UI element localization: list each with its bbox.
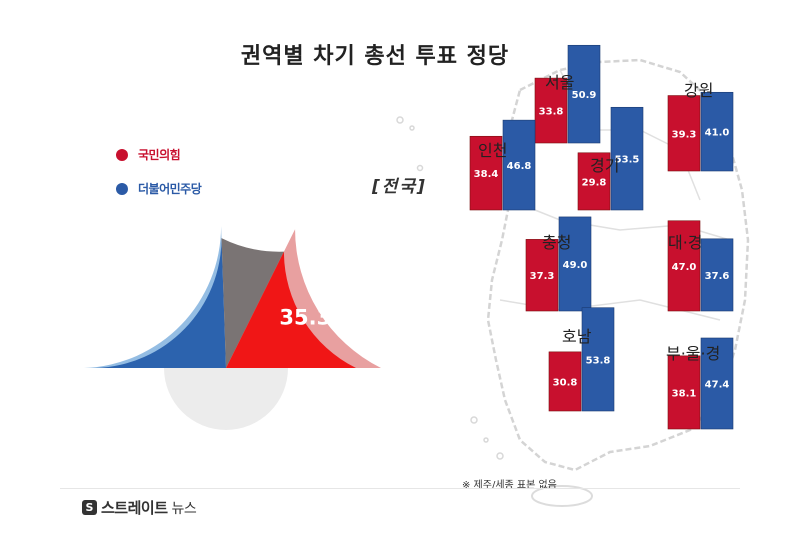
brand-name: 스트레이트: [101, 499, 168, 517]
bar-ppp-6: [548, 351, 582, 412]
bar-ppp-0: [534, 77, 568, 144]
bar-label-ppp-2: 29.8: [582, 177, 607, 188]
region-label-6: 호남: [562, 327, 592, 346]
bar-dp-5: [700, 238, 734, 312]
bar-dp-6: [581, 307, 615, 412]
bar-ppp-4: [525, 239, 559, 312]
bar-label-ppp-6: 30.8: [553, 377, 578, 388]
dp-logo: 더불어민주당: [138, 182, 202, 196]
bar-label-dp-7: 47.4: [705, 379, 730, 390]
legend-item-ppp: 국민의힘: [116, 146, 181, 163]
bar-dp-0: [567, 44, 601, 144]
brand-suffix: 뉴스: [171, 500, 197, 517]
bar-label-dp-3: 41.0: [705, 128, 730, 139]
bar-label-dp-2: 53.5: [615, 155, 640, 166]
bar-label-dp-1: 46.8: [507, 161, 532, 172]
bar-dp-4: [558, 216, 592, 312]
legend-dot-ppp: [116, 148, 128, 161]
bar-dp-2: [610, 106, 644, 211]
region-label-1: 인천: [478, 141, 507, 160]
legend-dot-dp: [116, 182, 128, 195]
bar-label-dp-6: 53.8: [586, 355, 611, 366]
donut-slice-ppp: [226, 251, 356, 368]
chart-title: 권역별 차기 총선 투표 정당: [240, 44, 510, 69]
bar-ppp-2: [577, 152, 611, 211]
bar-ppp-3: [667, 95, 701, 172]
donut-center-hole: [164, 368, 288, 430]
national-subtitle: [전국]: [372, 177, 427, 197]
ppp-logo: 국민의힘: [138, 148, 181, 162]
footer-divider: [60, 488, 740, 489]
donut-label-dp: 48.9: [138, 289, 190, 313]
bar-label-ppp-7: 38.1: [672, 388, 697, 399]
donut-label-ppp: 35.3: [279, 305, 331, 329]
bar-label-dp-4: 49.0: [563, 260, 588, 271]
bar-dp-1: [502, 119, 536, 211]
region-label-5: 대·경: [668, 233, 703, 252]
region-label-3: 강원: [684, 81, 713, 100]
region-label-0: 서울: [545, 73, 574, 92]
bar-ppp-5: [667, 220, 701, 312]
region-label-2: 경기: [590, 156, 619, 175]
bar-label-ppp-5: 47.0: [672, 262, 697, 273]
sample-note: ※ 제주/세종 표본 없음: [462, 480, 557, 491]
bar-label-dp-0: 50.9: [572, 90, 597, 101]
donut-slice-dp: [96, 238, 226, 368]
bar-ppp-1: [469, 135, 503, 211]
bar-label-ppp-0: 33.8: [539, 107, 564, 118]
brand-logo: S 스트레이트 뉴스: [82, 497, 197, 518]
bar-ppp-7: [667, 355, 701, 430]
region-label-7: 부·울·경: [666, 344, 720, 363]
bar-label-ppp-1: 38.4: [474, 169, 499, 180]
bar-dp-3: [700, 91, 734, 172]
bar-label-ppp-4: 37.3: [530, 271, 555, 282]
bar-label-dp-5: 37.6: [705, 271, 730, 282]
brand-mark-icon: S: [82, 500, 97, 515]
region-label-4: 충청: [542, 233, 571, 252]
bar-dp-7: [700, 337, 734, 430]
legend-item-dp: 더불어민주당: [116, 180, 202, 197]
bar-label-ppp-3: 39.3: [672, 129, 697, 140]
donut-slice-other: [221, 238, 284, 368]
